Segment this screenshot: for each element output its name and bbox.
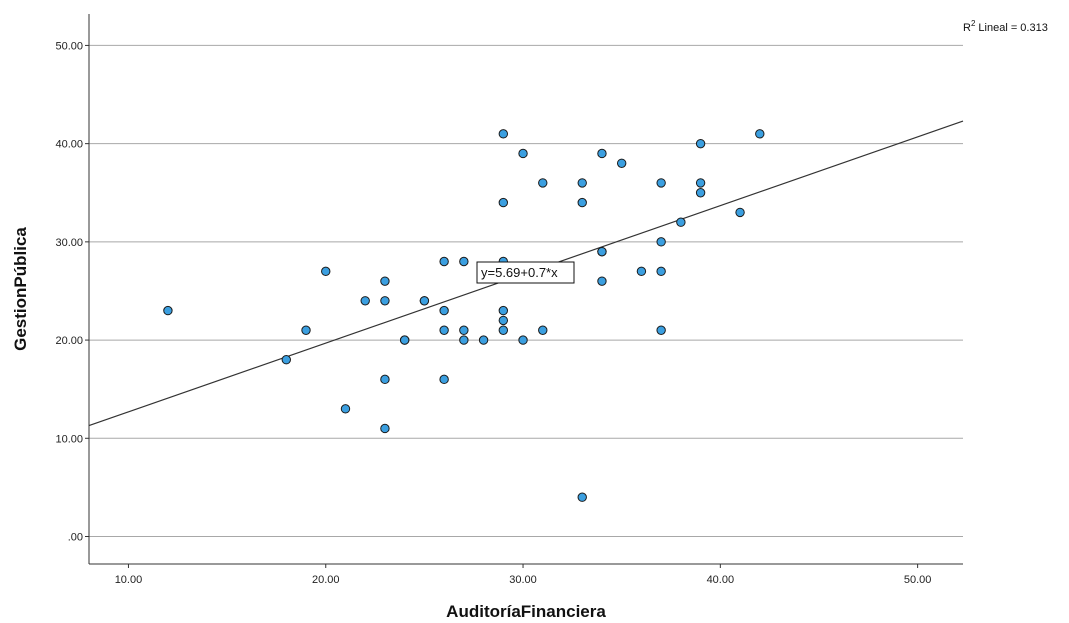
data-point-32 (577, 178, 587, 188)
data-point-18 (459, 256, 469, 267)
x-axis-ticks: 10.00 20.00 30.00 40.00 50.00 (115, 564, 932, 586)
data-point-13 (419, 296, 430, 306)
equation-label: y=5.69+0.7*x (481, 265, 558, 280)
data-point-40 (636, 266, 647, 277)
x-tick-label-4: 50.00 (904, 574, 932, 586)
data-point-6 (380, 276, 390, 286)
equation-label-box: y=5.69+0.7*x (476, 261, 575, 284)
axes (88, 14, 963, 565)
data-point-2 (301, 325, 311, 335)
data-point-47 (695, 178, 706, 188)
data-point-37 (597, 246, 607, 257)
data-points (163, 129, 765, 502)
data-point-5 (360, 296, 370, 306)
data-point-27 (498, 325, 509, 335)
x-tick-label-2: 30.00 (509, 574, 537, 586)
data-point-19 (459, 325, 469, 335)
data-point-4 (340, 404, 351, 414)
x-axis-title: AuditoríaFinanciera (446, 602, 606, 621)
data-point-28 (518, 148, 528, 159)
data-point-22 (498, 129, 509, 139)
data-point-29 (518, 335, 528, 345)
data-point-17 (439, 374, 449, 385)
data-point-1 (281, 355, 291, 365)
data-point-21 (478, 335, 489, 345)
x-tick-label-0: 10.00 (115, 574, 143, 586)
data-point-33 (577, 197, 587, 208)
y-axis-ticks: .00 10.00 20.00 30.00 40.00 50.00 (55, 40, 89, 544)
y-tick-label-0: .00 (68, 532, 83, 544)
y-tick-label-1: 10.00 (55, 433, 83, 445)
data-point-14 (439, 256, 449, 267)
data-point-44 (656, 325, 666, 335)
data-point-16 (439, 325, 449, 335)
data-point-39 (616, 158, 627, 168)
y-tick-label-2: 20.00 (55, 335, 83, 347)
data-point-30 (538, 178, 548, 188)
data-point-48 (695, 188, 706, 198)
data-point-0 (163, 305, 173, 316)
data-point-49 (735, 207, 745, 218)
data-point-8 (380, 374, 390, 385)
data-point-35 (597, 148, 607, 159)
data-point-43 (656, 266, 666, 277)
data-point-26 (498, 315, 509, 326)
data-point-38 (597, 276, 607, 286)
data-point-45 (676, 217, 686, 227)
data-point-31 (538, 325, 548, 335)
data-point-15 (439, 305, 449, 316)
data-point-7 (380, 296, 390, 306)
data-point-20 (459, 335, 469, 345)
data-point-41 (656, 178, 666, 188)
y-tick-label-3: 30.00 (55, 237, 83, 249)
y-tick-label-5: 50.00 (55, 40, 83, 52)
data-point-9 (380, 423, 390, 434)
data-point-23 (498, 197, 509, 208)
y-axis-title: GestionPública (11, 227, 30, 351)
r-squared-label: R2 Lineal = 0.313 (963, 19, 1048, 34)
data-point-50 (755, 129, 765, 139)
data-point-46 (695, 138, 706, 149)
data-point-3 (321, 266, 331, 277)
data-point-11 (399, 335, 410, 345)
data-point-34 (577, 492, 587, 502)
y-tick-label-4: 40.00 (55, 139, 83, 151)
gridlines (89, 44, 963, 537)
data-point-25 (498, 305, 509, 316)
x-tick-label-3: 40.00 (707, 574, 735, 586)
x-tick-label-1: 20.00 (312, 574, 340, 586)
data-point-42 (656, 237, 666, 247)
